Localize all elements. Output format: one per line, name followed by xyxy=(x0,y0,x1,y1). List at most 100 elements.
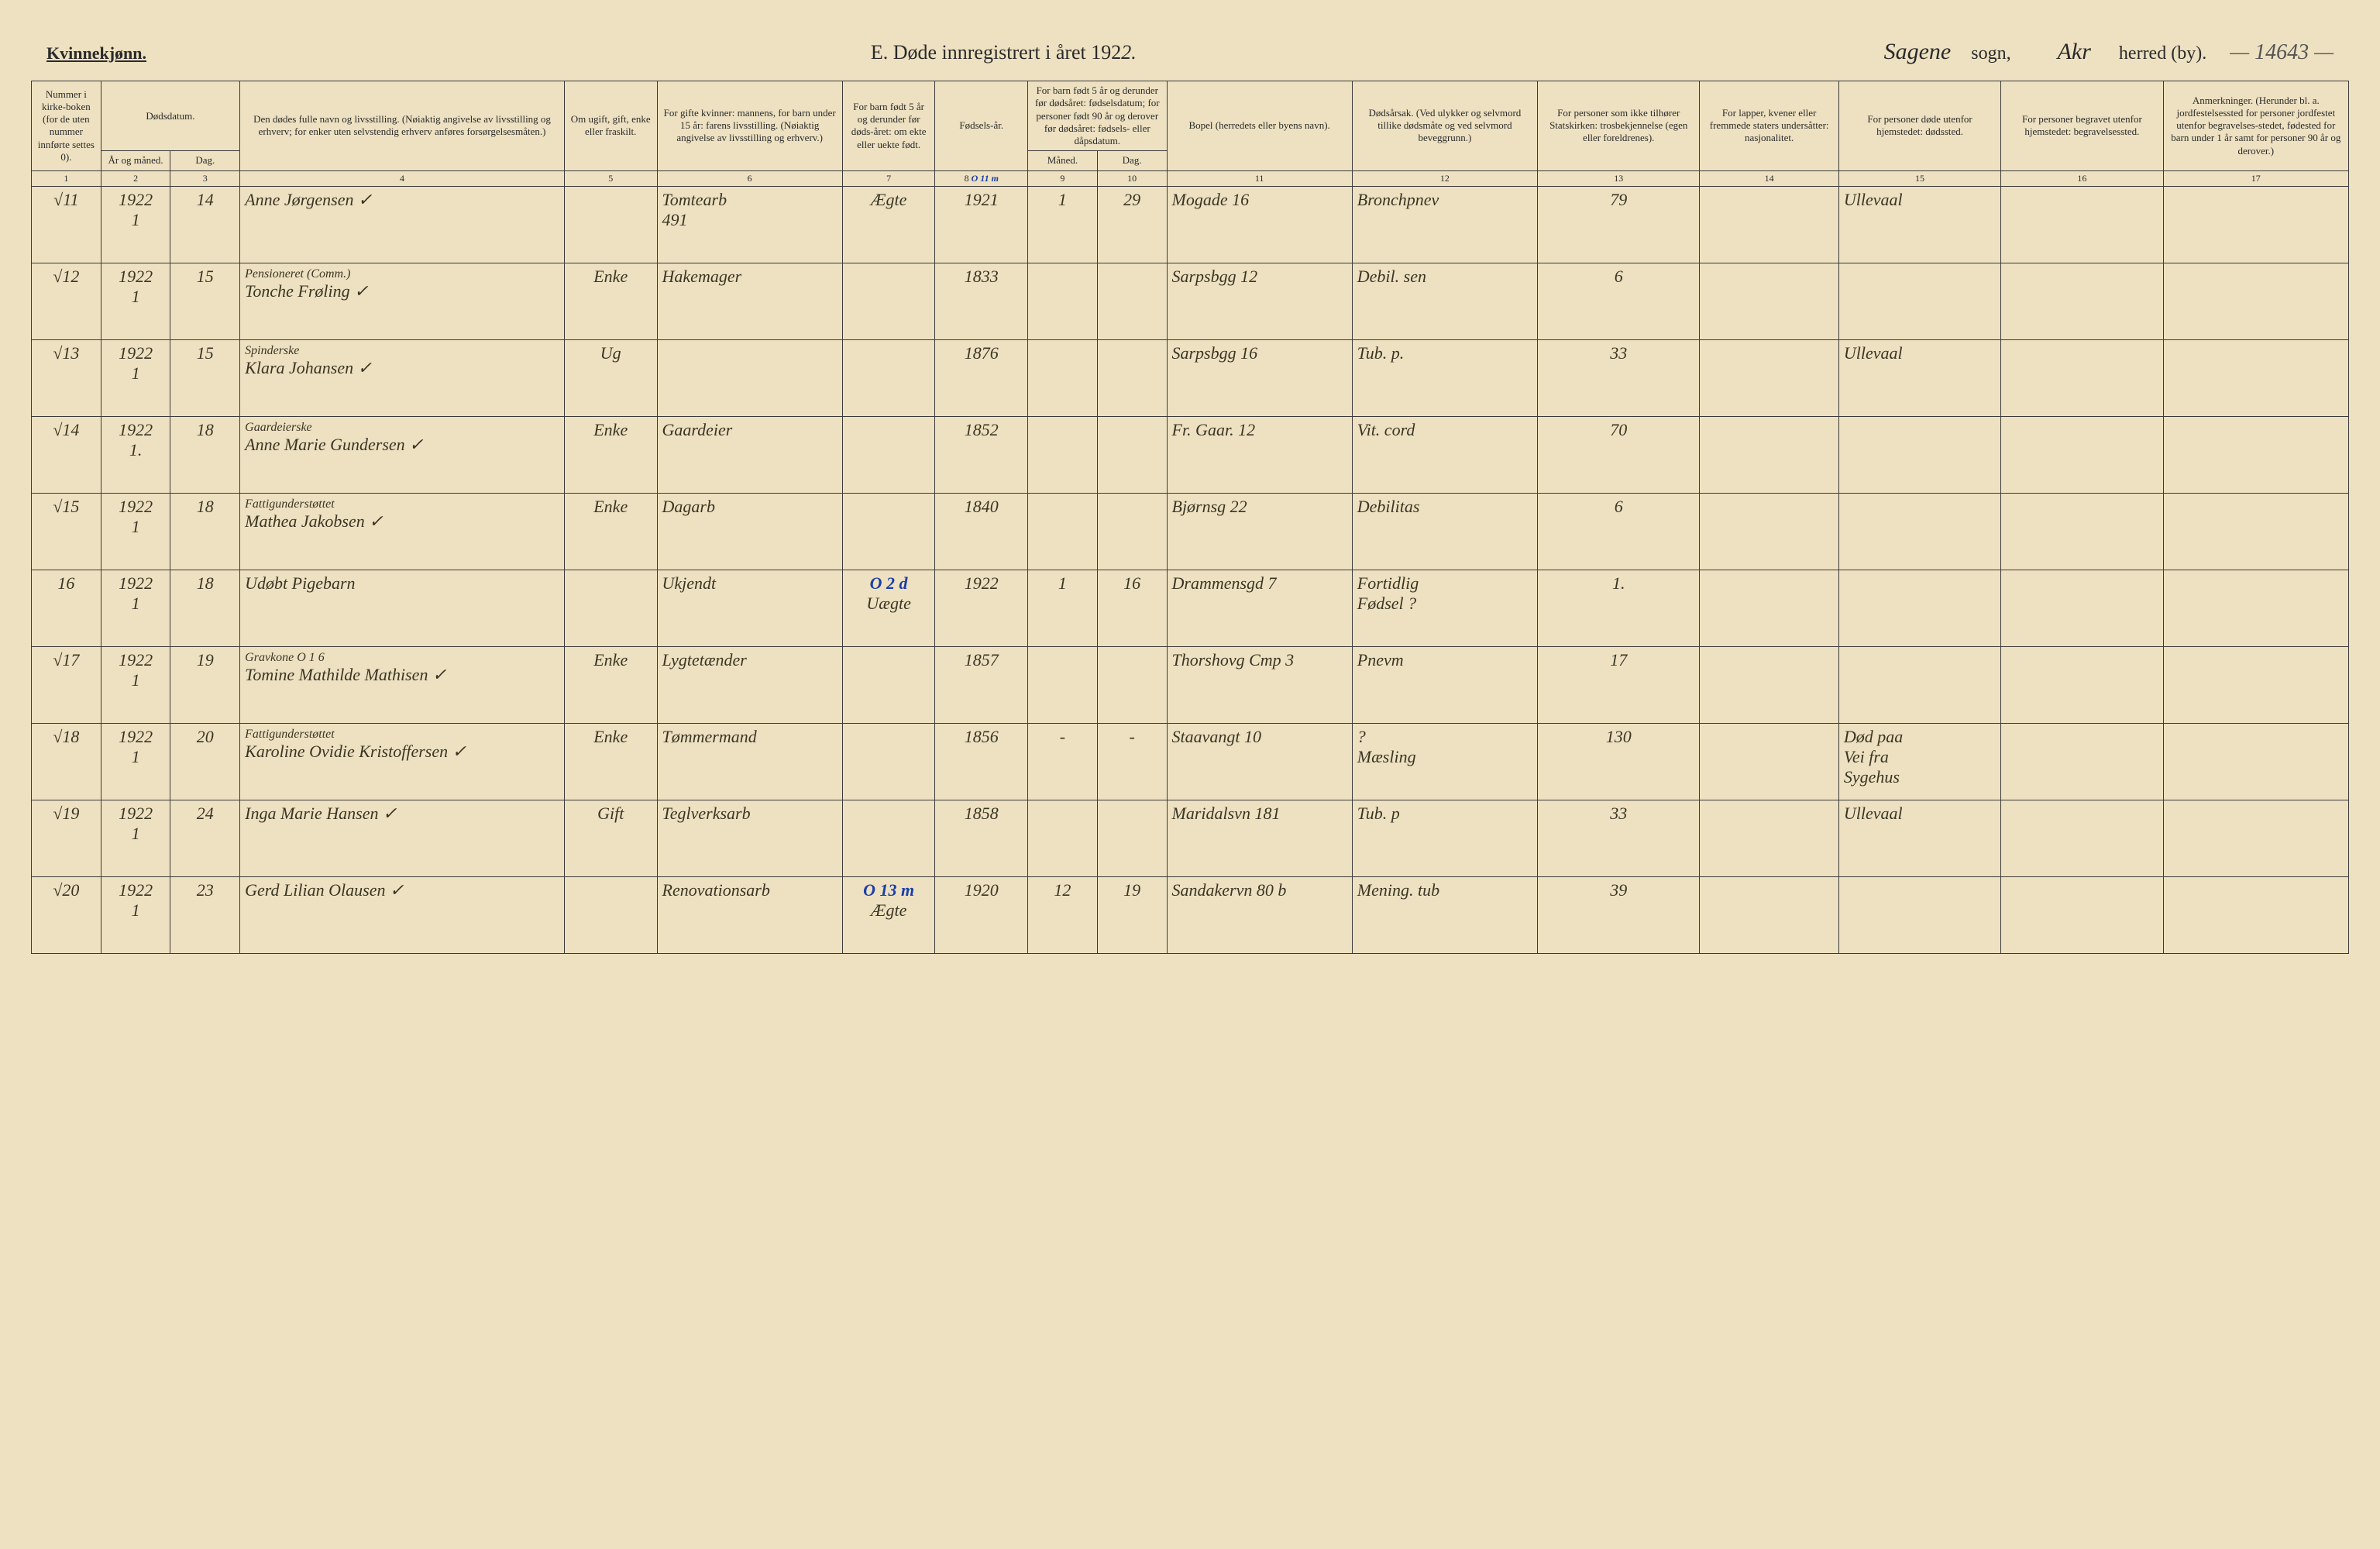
cell: 19221 xyxy=(101,186,170,263)
cell: Thorshovg Cmp 3 xyxy=(1167,646,1352,723)
cell: √12 xyxy=(32,263,101,339)
table-row: √131922115SpinderskeKlara Johansen ✓Ug18… xyxy=(32,339,2349,416)
col-2b-header: Dag. xyxy=(170,151,240,170)
cell xyxy=(842,800,935,876)
cell: √20 xyxy=(32,876,101,953)
cell xyxy=(1838,416,2000,493)
blue-annotation: O 13 m xyxy=(863,880,914,900)
cell xyxy=(1028,416,1098,493)
cell: 1921 xyxy=(935,186,1028,263)
cell: 19 xyxy=(170,646,240,723)
cell xyxy=(2001,646,2163,723)
cell: 1857 xyxy=(935,646,1028,723)
cell: 19221 xyxy=(101,570,170,646)
cell xyxy=(1028,800,1098,876)
cell: Vit. cord xyxy=(1352,416,1537,493)
cell: 79 xyxy=(1538,186,1700,263)
cell: Enke xyxy=(564,493,657,570)
cell-name: GaardeierskeAnne Marie Gundersen ✓ xyxy=(240,416,565,493)
cell-name: Inga Marie Hansen ✓ xyxy=(240,800,565,876)
cell-name: SpinderskeKlara Johansen ✓ xyxy=(240,339,565,416)
cell: Tomtearb491 xyxy=(657,186,842,263)
col-17-header: Anmerkninger. (Herunder bl. a. jordfeste… xyxy=(2163,81,2348,171)
colnum: 11 xyxy=(1167,170,1352,186)
cell: 12 xyxy=(1028,876,1098,953)
cell: Maridalsvn 181 xyxy=(1167,800,1352,876)
cell: 33 xyxy=(1538,339,1700,416)
cell: Ullevaal xyxy=(1838,800,2000,876)
col-7-header: For barn født 5 år og derunder før døds-… xyxy=(842,81,935,171)
register-page: Kvinnekjønn. E. Døde innregistrert i åre… xyxy=(31,31,2349,954)
colnum: 1 xyxy=(32,170,101,186)
table-row: √191922124Inga Marie Hansen ✓GiftTeglver… xyxy=(32,800,2349,876)
col-6-header: For gifte kvinner: mannens, for barn und… xyxy=(657,81,842,171)
cell: Enke xyxy=(564,263,657,339)
col-9b-header: Dag. xyxy=(1097,151,1167,170)
colnum: 9 xyxy=(1028,170,1098,186)
col-11-header: Bopel (herredets eller byens navn). xyxy=(1167,81,1352,171)
colnum: 2 xyxy=(101,170,170,186)
cell xyxy=(1700,186,1838,263)
colnum: 12 xyxy=(1352,170,1537,186)
cell: 29 xyxy=(1097,186,1167,263)
cell xyxy=(2001,876,2163,953)
cell: Enke xyxy=(564,646,657,723)
cell xyxy=(1097,493,1167,570)
cell xyxy=(1028,646,1098,723)
col-2-3-header: Dødsdatum. xyxy=(101,81,239,151)
cell: Bjørnsg 22 xyxy=(1167,493,1352,570)
cell: 19221 xyxy=(101,646,170,723)
cell: Renovationsarb xyxy=(657,876,842,953)
table-row: √1419221.18GaardeierskeAnne Marie Gunder… xyxy=(32,416,2349,493)
cell: Gaardeier xyxy=(657,416,842,493)
col-14-header: For lapper, kvener eller fremmede stater… xyxy=(1700,81,1838,171)
cell: 130 xyxy=(1538,723,1700,800)
cell xyxy=(842,646,935,723)
colnum: 3 xyxy=(170,170,240,186)
colnum: 13 xyxy=(1538,170,1700,186)
cell xyxy=(1700,800,1838,876)
cell: √17 xyxy=(32,646,101,723)
cell-name: FattigunderstøttetMathea Jakobsen ✓ xyxy=(240,493,565,570)
cell xyxy=(1097,416,1167,493)
colnum: 17 xyxy=(2163,170,2348,186)
table-row: √171922119Gravkone O 1 6Tomine Mathilde … xyxy=(32,646,2349,723)
cell xyxy=(2001,800,2163,876)
cell xyxy=(2001,570,2163,646)
cell: Tømmermand xyxy=(657,723,842,800)
cell: Staavangt 10 xyxy=(1167,723,1352,800)
table-head: Nummer i kirke-boken (for de uten nummer… xyxy=(32,81,2349,187)
cell xyxy=(842,416,935,493)
cell xyxy=(2001,339,2163,416)
cell xyxy=(2163,570,2348,646)
occupation-line: Fattigunderstøttet xyxy=(245,497,559,511)
colnum: 10 xyxy=(1097,170,1167,186)
colnum: 15 xyxy=(1838,170,2000,186)
cell: 23 xyxy=(170,876,240,953)
table-row: √111922114Anne Jørgensen ✓Tomtearb491Ægt… xyxy=(32,186,2349,263)
occupation-line: Pensioneret (Comm.) xyxy=(245,267,559,281)
cell: 19221 xyxy=(101,263,170,339)
cell xyxy=(1838,876,2000,953)
cell: Teglverksarb xyxy=(657,800,842,876)
col-9-10-header: For barn født 5 år og derunder før dødså… xyxy=(1028,81,1167,151)
table-row: √201922123Gerd Lilian Olausen ✓Renovatio… xyxy=(32,876,2349,953)
cell: 1856 xyxy=(935,723,1028,800)
table-row: √181922120FattigunderstøttetKaroline Ovi… xyxy=(32,723,2349,800)
cell: √14 xyxy=(32,416,101,493)
cell xyxy=(842,723,935,800)
cell xyxy=(2163,416,2348,493)
cell: 18 xyxy=(170,570,240,646)
cell: Tub. p. xyxy=(1352,339,1537,416)
cell: Gift xyxy=(564,800,657,876)
cell: Ægte xyxy=(842,186,935,263)
cell: 19221 xyxy=(101,723,170,800)
cell: Ullevaal xyxy=(1838,339,2000,416)
cell xyxy=(657,339,842,416)
cell xyxy=(1700,876,1838,953)
cell: 19221 xyxy=(101,800,170,876)
cell: √13 xyxy=(32,339,101,416)
cell xyxy=(1838,263,2000,339)
cell xyxy=(842,339,935,416)
cell: 1840 xyxy=(935,493,1028,570)
